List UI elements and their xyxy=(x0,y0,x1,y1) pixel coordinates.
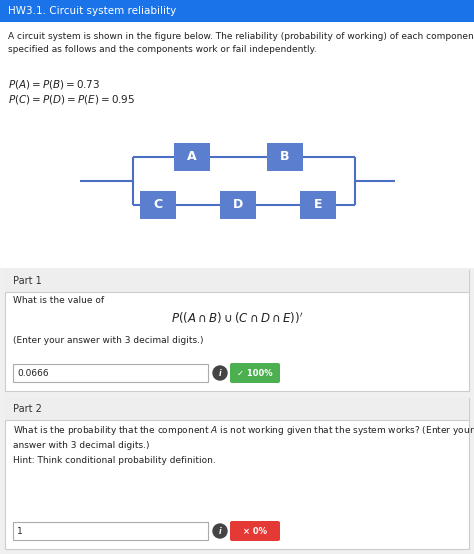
Text: i: i xyxy=(219,526,221,536)
Text: 1: 1 xyxy=(17,526,23,536)
FancyBboxPatch shape xyxy=(267,143,303,171)
Text: Part 1: Part 1 xyxy=(13,276,42,286)
FancyBboxPatch shape xyxy=(5,398,469,420)
FancyBboxPatch shape xyxy=(140,191,176,219)
FancyBboxPatch shape xyxy=(220,191,256,219)
Text: $P(A) = P(B) = 0.73$: $P(A) = P(B) = 0.73$ xyxy=(8,78,100,91)
Text: i: i xyxy=(219,368,221,377)
FancyBboxPatch shape xyxy=(230,521,280,541)
Text: D: D xyxy=(233,198,243,212)
FancyBboxPatch shape xyxy=(5,398,469,549)
Text: $P((A \cap B) \cup (C \cap D \cap E))^{\prime}$: $P((A \cap B) \cup (C \cap D \cap E))^{\… xyxy=(171,310,303,326)
FancyBboxPatch shape xyxy=(13,364,208,382)
FancyBboxPatch shape xyxy=(300,191,336,219)
Text: × 0%: × 0% xyxy=(243,526,267,536)
Text: (Enter your answer with 3 decimal digits.): (Enter your answer with 3 decimal digits… xyxy=(13,336,203,345)
Text: Part 2: Part 2 xyxy=(13,404,42,414)
FancyBboxPatch shape xyxy=(0,0,474,22)
FancyBboxPatch shape xyxy=(0,44,474,554)
Text: What is the value of: What is the value of xyxy=(13,296,104,305)
Text: Hint: Think conditional probability definition.: Hint: Think conditional probability defi… xyxy=(13,456,216,465)
Text: What is the probability that the component $\mathit{A}$ is not working given tha: What is the probability that the compone… xyxy=(13,424,474,450)
FancyBboxPatch shape xyxy=(5,270,469,292)
Circle shape xyxy=(213,524,227,538)
Text: A: A xyxy=(187,151,197,163)
FancyBboxPatch shape xyxy=(174,143,210,171)
Text: A circuit system is shown in the figure below. The reliability (probability of w: A circuit system is shown in the figure … xyxy=(8,32,474,54)
Text: E: E xyxy=(314,198,322,212)
Text: HW3.1. Circuit system reliability: HW3.1. Circuit system reliability xyxy=(8,6,176,16)
Text: $P(C) = P(D) = P(E) = 0.95$: $P(C) = P(D) = P(E) = 0.95$ xyxy=(8,93,135,106)
Text: 0.0666: 0.0666 xyxy=(17,368,49,377)
FancyBboxPatch shape xyxy=(13,522,208,540)
Text: C: C xyxy=(154,198,163,212)
FancyBboxPatch shape xyxy=(230,363,280,383)
FancyBboxPatch shape xyxy=(5,270,469,391)
Circle shape xyxy=(213,366,227,380)
Text: ✓ 100%: ✓ 100% xyxy=(237,368,273,377)
Text: B: B xyxy=(280,151,290,163)
FancyBboxPatch shape xyxy=(0,22,474,268)
